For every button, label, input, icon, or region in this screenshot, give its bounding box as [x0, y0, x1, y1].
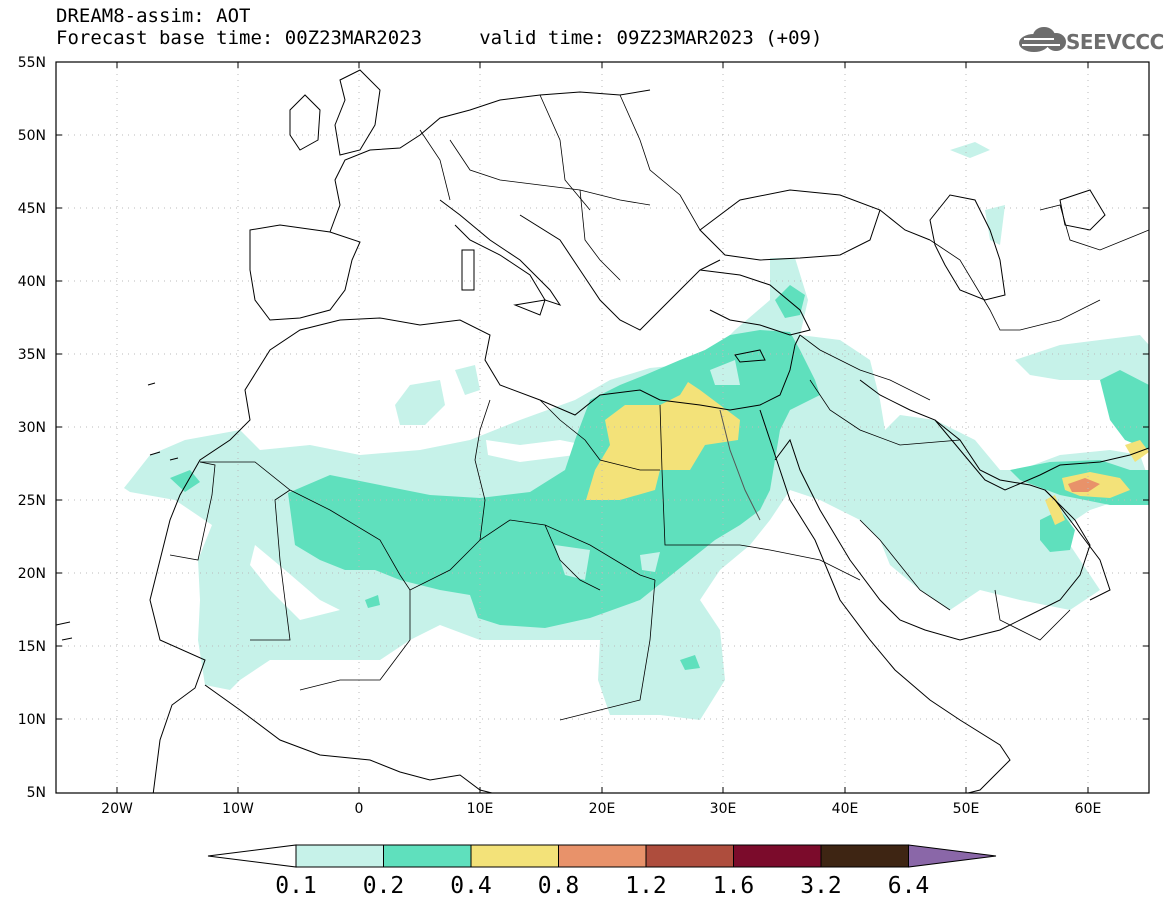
lat-label: 30N	[18, 420, 46, 436]
lat-label: 35N	[18, 347, 46, 363]
aot-contour-0.1-north	[1015, 335, 1149, 430]
forecast-time-line: Forecast base time: 00Z23MAR2023 valid t…	[56, 27, 823, 49]
lat-label: 55N	[18, 55, 46, 71]
colorbar-segment	[820, 844, 909, 868]
colorbar-segment	[558, 844, 647, 868]
colorbar-segment	[733, 844, 822, 868]
colorbar-segment	[645, 844, 734, 868]
colorbar-label: 0.8	[538, 873, 580, 899]
colorbar-segment	[383, 844, 472, 868]
country-borders	[169, 94, 1149, 721]
lon-label: 0	[355, 801, 364, 817]
lat-label: 45N	[18, 201, 46, 217]
lon-label: 60E	[1075, 801, 1102, 817]
aot-contour-0.4	[586, 382, 740, 500]
lon-label: 40E	[832, 801, 859, 817]
lon-label: 10W	[222, 801, 254, 817]
grid-lines	[56, 62, 1149, 793]
lon-label: 20W	[101, 801, 133, 817]
colorbar-labels: 0.1 0.2 0.4 0.8 1.2 1.6 3.2 6.4	[275, 873, 929, 899]
map-title: DREAM8-assim: AOT	[56, 5, 251, 27]
aot-field	[124, 142, 1149, 720]
latitude-labels: 55N 50N 45N 40N 35N 30N 25N 20N 15N 10N …	[18, 55, 46, 801]
logo-text: SEEVCCC	[1066, 30, 1164, 54]
colorbar-segment	[470, 844, 559, 868]
lat-label: 25N	[18, 493, 46, 509]
lat-label: 50N	[18, 128, 46, 144]
colorbar-high-arrow	[908, 844, 997, 868]
lat-label: 40N	[18, 274, 46, 290]
lon-label: 30E	[710, 801, 737, 817]
colorbar-label: 1.2	[625, 873, 667, 899]
longitude-labels: 20W 10W 0 10E 20E 30E 40E 50E 60E	[101, 801, 1101, 817]
colorbar-segment	[295, 844, 384, 868]
colorbar-label: 3.2	[800, 873, 842, 899]
colorbar	[207, 844, 997, 868]
seevccc-logo	[1019, 27, 1066, 52]
lat-label: 5N	[27, 785, 46, 801]
lat-label: 20N	[18, 566, 46, 582]
colorbar-label: 0.4	[450, 873, 492, 899]
colorbar-label: 6.4	[888, 873, 930, 899]
colorbar-label: 0.2	[363, 873, 405, 899]
colorbar-label: 1.6	[713, 873, 755, 899]
colorbar-label: 0.1	[275, 873, 317, 899]
lat-label: 15N	[18, 639, 46, 655]
lon-label: 50E	[953, 801, 980, 817]
lat-label: 10N	[18, 712, 46, 728]
lon-label: 20E	[589, 801, 616, 817]
colorbar-low-arrow	[207, 844, 297, 868]
aot-contour-0.8	[1068, 478, 1100, 492]
coastlines	[56, 69, 1149, 793]
lon-label: 10E	[467, 801, 494, 817]
